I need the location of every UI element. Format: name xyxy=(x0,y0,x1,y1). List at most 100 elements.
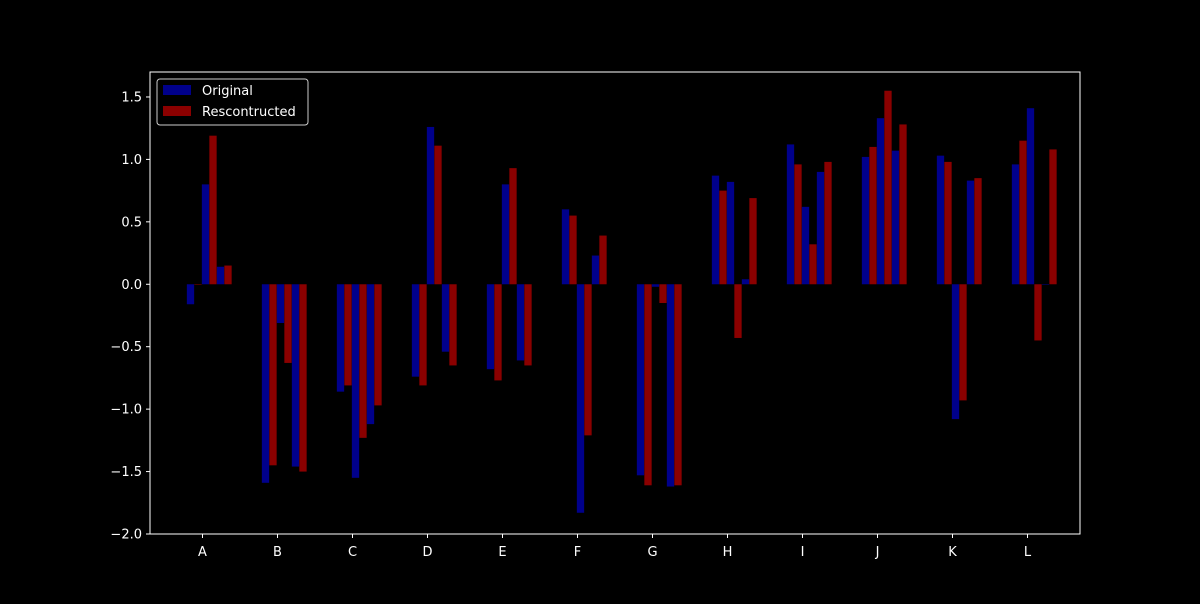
bar-reconstructed-J-1 xyxy=(869,146,877,285)
bar-reconstructed-H-3 xyxy=(734,284,742,338)
y-tick-label: −1.5 xyxy=(110,465,142,480)
bar-original-J-2 xyxy=(876,118,885,285)
legend-label-reconstructed: Rescontructed xyxy=(202,105,296,120)
bar-reconstructed-I-1 xyxy=(794,164,802,285)
bar-reconstructed-B-1 xyxy=(269,284,277,466)
y-tick-label: 1.0 xyxy=(121,153,142,168)
bar-reconstructed-F-1 xyxy=(569,215,577,285)
y-tick-label: −0.5 xyxy=(110,340,142,355)
bar-original-G-0 xyxy=(636,284,645,476)
bar-original-D-0 xyxy=(411,284,420,377)
bar-original-A-2 xyxy=(201,184,210,285)
bar-original-L-0 xyxy=(1011,164,1020,285)
bar-reconstructed-D-5 xyxy=(449,284,457,366)
bar-original-B-0 xyxy=(261,284,270,483)
bar-reconstructed-I-5 xyxy=(824,161,832,285)
bar-original-F-2 xyxy=(576,284,585,513)
x-tick-label-F: F xyxy=(574,545,581,560)
bar-original-E-4 xyxy=(516,284,525,361)
bar-reconstructed-L-5 xyxy=(1049,149,1057,285)
bar-reconstructed-A-1 xyxy=(194,284,202,285)
bar-original-I-4 xyxy=(816,171,825,285)
y-axis: −2.0 −1.5 −1.0 −0.5 0.0 0.5 1.0 1.5 xyxy=(110,90,150,543)
bars-layer xyxy=(186,90,1057,513)
x-tick-label-E: E xyxy=(498,545,506,560)
bar-original-H-0 xyxy=(711,175,720,285)
bar-reconstructed-F-3 xyxy=(584,284,592,436)
bar-reconstructed-C-3 xyxy=(359,284,367,438)
bar-reconstructed-K-5 xyxy=(974,178,982,285)
bar-reconstructed-H-5 xyxy=(749,198,757,285)
bar-reconstructed-G-1 xyxy=(644,284,652,486)
y-tick-label: −1.0 xyxy=(110,403,142,418)
bar-reconstructed-J-5 xyxy=(899,124,907,285)
x-tick-label-K: K xyxy=(948,545,957,560)
x-tick-label-I: I xyxy=(801,545,805,560)
y-tick-label: 0.5 xyxy=(121,215,142,230)
bar-reconstructed-L-1 xyxy=(1019,140,1027,285)
bar-original-B-2 xyxy=(276,284,285,323)
bar-reconstructed-G-3 xyxy=(659,284,667,303)
bar-original-J-4 xyxy=(891,150,900,285)
x-tick-label-J: J xyxy=(875,545,880,560)
bar-reconstructed-K-3 xyxy=(959,284,967,401)
bar-reconstructed-E-5 xyxy=(524,284,532,366)
bar-reconstructed-E-3 xyxy=(509,168,517,285)
bar-original-E-2 xyxy=(501,184,510,285)
bar-original-D-4 xyxy=(441,284,450,352)
bar-original-F-4 xyxy=(591,255,600,285)
bar-reconstructed-K-1 xyxy=(944,161,952,285)
x-tick-label-G: G xyxy=(647,545,657,560)
x-tick-label-L: L xyxy=(1024,545,1032,560)
x-tick-label-H: H xyxy=(723,545,733,560)
bar-original-F-0 xyxy=(561,209,570,285)
bar-reconstructed-A-3 xyxy=(209,135,217,285)
bar-reconstructed-D-1 xyxy=(419,284,427,386)
bar-original-H-2 xyxy=(726,181,735,285)
bar-reconstructed-G-5 xyxy=(674,284,682,486)
bar-original-C-4 xyxy=(366,284,375,425)
bar-original-A-0 xyxy=(186,284,195,305)
y-tick-label: 0.0 xyxy=(121,278,142,293)
bar-reconstructed-J-3 xyxy=(884,90,892,285)
bar-original-E-0 xyxy=(486,284,495,370)
bar-reconstructed-E-1 xyxy=(494,284,502,381)
bar-reconstructed-L-3 xyxy=(1034,284,1042,341)
bar-original-H-4 xyxy=(741,279,750,285)
bar-original-J-0 xyxy=(861,156,870,285)
legend[interactable]: Original Rescontructed xyxy=(156,78,309,126)
bar-original-L-2 xyxy=(1026,108,1035,285)
x-tick-label-C: C xyxy=(348,545,357,560)
bar-reconstructed-I-3 xyxy=(809,244,817,285)
bar-reconstructed-B-3 xyxy=(284,284,292,363)
bar-original-K-4 xyxy=(966,180,975,285)
bar-original-G-4 xyxy=(666,284,675,487)
bar-original-A-4 xyxy=(216,266,225,285)
bar-reconstructed-H-1 xyxy=(719,190,727,285)
plot-frame xyxy=(149,71,1081,535)
bar-reconstructed-A-5 xyxy=(224,265,232,285)
legend-swatch-original xyxy=(163,85,191,95)
bar-original-C-2 xyxy=(351,284,360,478)
bar-original-I-0 xyxy=(786,144,795,285)
bar-original-D-2 xyxy=(426,126,435,285)
legend-box xyxy=(156,78,309,126)
bar-original-I-2 xyxy=(801,206,810,285)
legend-label-original: Original xyxy=(202,84,253,99)
x-tick-label-B: B xyxy=(273,545,282,560)
bar-original-L-4 xyxy=(1041,284,1050,285)
bar-original-K-2 xyxy=(951,284,960,420)
x-axis: A B C D E F G H I J K L xyxy=(198,534,1032,560)
bar-reconstructed-C-5 xyxy=(374,284,382,406)
bar-reconstructed-B-5 xyxy=(299,284,307,472)
bar-reconstructed-D-3 xyxy=(434,145,442,285)
bar-original-G-2 xyxy=(651,284,660,287)
x-tick-label-D: D xyxy=(422,545,432,560)
bar-reconstructed-F-5 xyxy=(599,235,607,285)
bar-reconstructed-C-1 xyxy=(344,284,352,386)
y-tick-label: 1.5 xyxy=(121,90,142,105)
y-tick-label: −2.0 xyxy=(110,528,142,543)
legend-swatch-reconstructed xyxy=(163,106,191,116)
